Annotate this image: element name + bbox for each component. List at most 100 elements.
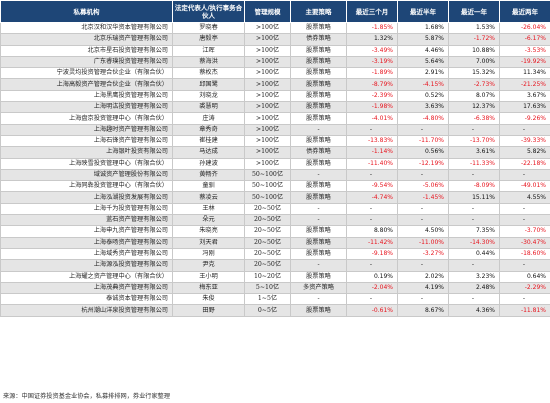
- institution-name-cell: 上海高毅资产管理合伙企业（有限合伙）: [0, 78, 173, 91]
- return-2y-cell: -: [499, 123, 550, 136]
- management-scale-cell: 20~50亿: [244, 236, 291, 249]
- return-2y-cell: -6.17%: [499, 33, 550, 46]
- representative-cell: 蔡海洪: [172, 55, 245, 69]
- return-2y-cell: 4.55%: [499, 191, 550, 204]
- institution-name-cell: 杭州潮山洋泉投资管理有限公司: [0, 304, 173, 317]
- strategy-cell: -: [290, 259, 347, 272]
- return-6m-cell: 8.67%: [397, 304, 449, 317]
- return-6m-cell: 0.52%: [397, 89, 449, 103]
- return-1y-cell: 4.36%: [448, 304, 500, 317]
- return-3m-cell: -: [346, 214, 398, 227]
- institution-name-cell: 上海明汯投资管理有限公司: [0, 101, 173, 114]
- table-row: 宁波灵均投资管理合伙企业（有限合伙） 蔡枚杰 >100亿 股票策略 -1.89% 2.91…: [0, 67, 550, 80]
- return-1y-cell: 0.44%: [448, 247, 500, 261]
- return-1y-cell: 12.37%: [448, 101, 500, 114]
- table-row: 北京市星石投资管理有限公司 江晖 >100亿 股票策略 -3.49% 4.46% 10.88…: [0, 44, 550, 57]
- return-3m-cell: -2.04%: [346, 281, 398, 295]
- institution-name-cell: 上海泰旸资产管理有限公司: [0, 236, 173, 249]
- management-scale-cell: >100亿: [244, 78, 291, 91]
- return-2y-cell: -39.33%: [499, 134, 550, 148]
- representative-cell: 冯刚: [172, 247, 245, 261]
- strategy-cell: 股票策略: [290, 78, 347, 91]
- institution-name-cell: 北京市星石投资管理有限公司: [0, 44, 173, 57]
- institution-name-cell: 上海盘京投资管理中心（有限合伙）: [0, 112, 173, 125]
- representative-cell: 黄畅齐: [172, 168, 245, 182]
- institution-name-cell: 蓝石资产管理有限公司: [0, 214, 173, 227]
- return-6m-cell: -: [397, 168, 449, 182]
- return-2y-cell: -: [499, 202, 550, 216]
- return-6m-cell: 5.64%: [397, 55, 449, 69]
- management-scale-cell: 20~50亿: [244, 259, 291, 272]
- return-6m-cell: -11.00%: [397, 236, 449, 249]
- return-6m-cell: -: [397, 293, 449, 306]
- representative-cell: 朱晓亮: [172, 225, 245, 238]
- return-2y-cell: 5.82%: [499, 146, 550, 159]
- return-1y-cell: 7.35%: [448, 225, 500, 238]
- return-2y-cell: 0.64%: [499, 270, 550, 283]
- return-2y-cell: -: [499, 259, 550, 272]
- strategy-cell: 股票策略: [290, 157, 347, 170]
- institution-name-cell: 域诚资产管理股份有限公司: [0, 168, 173, 182]
- return-2y-cell: 11.34%: [499, 67, 550, 80]
- table-row: 上海趣时资产管理有限公司 章秀奇 >100亿 - - - - -: [0, 123, 550, 136]
- institution-name-cell: 上海映雪投资管理中心（有限合伙）: [0, 157, 173, 170]
- return-2y-cell: -2.29%: [499, 281, 550, 295]
- table-row: 上海高毅资产管理合伙企业（有限合伙） 邱国鹭 >100亿 股票策略 -8.79% -4.1…: [0, 78, 550, 91]
- return-3m-cell: -: [346, 202, 398, 216]
- return-3m-cell: -9.18%: [346, 247, 398, 261]
- return-6m-cell: -: [397, 214, 449, 227]
- institution-name-cell: 泰诚资本管理有限公司: [0, 293, 173, 306]
- return-3m-cell: -: [346, 259, 398, 272]
- table-row: 上海域秀资产管理有限公司 冯刚 20~50亿 股票策略 -9.18% -3.27% 0.44…: [0, 247, 550, 261]
- representative-cell: 王小明: [172, 270, 245, 283]
- management-scale-cell: 1~5亿: [244, 293, 291, 306]
- strategy-cell: 股票策略: [290, 55, 347, 69]
- institution-name-cell: 北京汉和汉华资本管理有限公司: [0, 21, 173, 35]
- return-6m-cell: -12.19%: [397, 157, 449, 170]
- table-row: 蓝石资产管理有限公司 朵元 20~50亿 - - - - -: [0, 214, 550, 227]
- header-1y: 最近一年: [448, 0, 500, 23]
- table-row: 杭州潮山洋泉投资管理有限公司 田野 0~5亿 股票策略 -0.61% 8.67% 4.36%…: [0, 304, 550, 317]
- return-1y-cell: -13.70%: [448, 134, 500, 148]
- return-3m-cell: -9.54%: [346, 180, 398, 193]
- strategy-cell: -: [290, 293, 347, 306]
- strategy-cell: 股票策略: [290, 225, 347, 238]
- return-1y-cell: -1.72%: [448, 33, 500, 46]
- management-scale-cell: >100亿: [244, 157, 291, 170]
- header-row: 私募机构 法定代表人/执行事务合伙人 管理规模 主要策略 最近三个月 最近半年 最近一年 最近…: [0, 0, 550, 23]
- return-1y-cell: -: [448, 123, 500, 136]
- table-row: 北京汉和汉华资本管理有限公司 罗晓春 >100亿 股票策略 -1.85% 1.68% 1.5…: [0, 21, 550, 35]
- return-1y-cell: 10.88%: [448, 44, 500, 57]
- strategy-cell: 股票策略: [290, 247, 347, 261]
- management-scale-cell: >100亿: [244, 67, 291, 80]
- table-row: 上海映雪投资管理中心（有限合伙） 孙建波 >100亿 股票策略 -11.40% -12.1…: [0, 157, 550, 170]
- return-1y-cell: 3.23%: [448, 270, 500, 283]
- return-3m-cell: -1.14%: [346, 146, 398, 159]
- return-3m-cell: -3.49%: [346, 44, 398, 57]
- return-2y-cell: -9.26%: [499, 112, 550, 125]
- return-3m-cell: 1.32%: [346, 33, 398, 46]
- return-3m-cell: -0.61%: [346, 304, 398, 317]
- institution-name-cell: 上海同犇投资管理中心（有限合伙）: [0, 180, 173, 193]
- return-3m-cell: -: [346, 293, 398, 306]
- return-3m-cell: -2.39%: [346, 89, 398, 103]
- strategy-cell: 股票策略: [290, 180, 347, 193]
- return-2y-cell: -26.04%: [499, 21, 550, 35]
- table-row: 上海石锋资产管理有限公司 崔桂建 >100亿 股票策略 -13.83% -11.70% -1…: [0, 134, 550, 148]
- return-1y-cell: -: [448, 259, 500, 272]
- return-3m-cell: 8.80%: [346, 225, 398, 238]
- return-6m-cell: 4.46%: [397, 44, 449, 57]
- table-row: 广东睿璞投资管理有限公司 蔡海洪 >100亿 股票策略 -3.19% 5.64% 7.00%…: [0, 55, 550, 69]
- return-6m-cell: -5.06%: [397, 180, 449, 193]
- table-row: 上海黑鹰投资管理有限公司 刘晓龙 >100亿 股票策略 -2.39% 0.52% 8.07%…: [0, 89, 550, 103]
- management-scale-cell: 0~5亿: [244, 304, 291, 317]
- table-row: 上海茂典资产管理有限公司 梅东亚 5~10亿 多资产策略 -2.04% 4.19% 2.48…: [0, 281, 550, 295]
- management-scale-cell: >100亿: [244, 112, 291, 125]
- strategy-cell: 股票策略: [290, 304, 347, 317]
- table-row: 上海泰旸资产管理有限公司 刘天君 20~50亿 股票策略 -11.42% -11.00% -…: [0, 236, 550, 249]
- return-3m-cell: -8.79%: [346, 78, 398, 91]
- return-6m-cell: 2.91%: [397, 67, 449, 80]
- representative-cell: 江晖: [172, 44, 245, 57]
- return-3m-cell: 0.19%: [346, 270, 398, 283]
- institution-name-cell: 上海域秀资产管理有限公司: [0, 247, 173, 261]
